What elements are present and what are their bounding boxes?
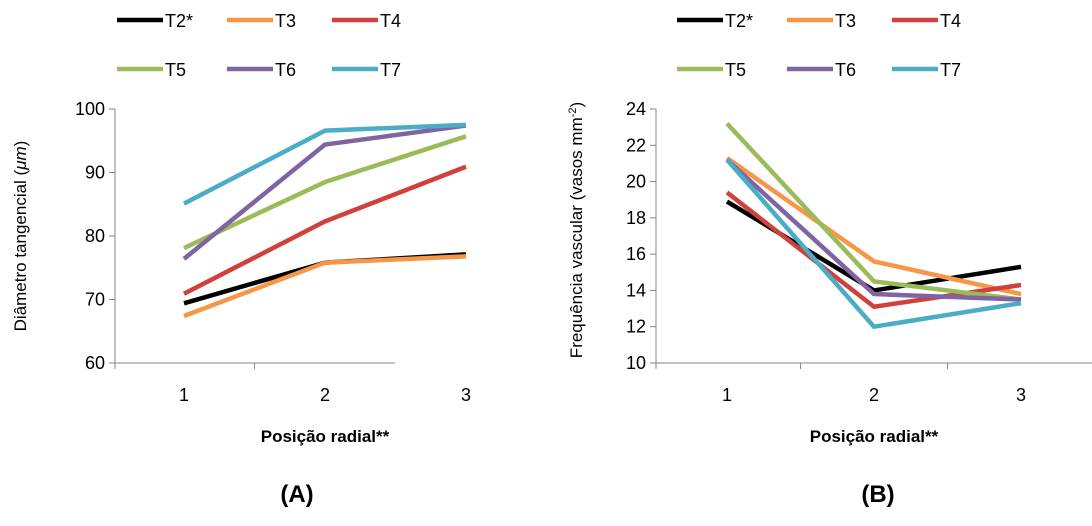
legend-label: T5 bbox=[725, 60, 746, 80]
legend-label: T2* bbox=[725, 11, 753, 31]
x-tick-label: 2 bbox=[869, 385, 879, 405]
y-tick-label: 18 bbox=[626, 208, 646, 228]
legend-label: T3 bbox=[835, 11, 856, 31]
legend: T2* T3 T4 T5 T6 T7 bbox=[677, 11, 961, 80]
y-tick-label: 70 bbox=[85, 290, 105, 310]
y-tick-label: 16 bbox=[626, 244, 646, 264]
x-tick-label: 1 bbox=[722, 385, 732, 405]
legend-label: T4 bbox=[380, 11, 401, 31]
y-axis-title: Frequência vascular (vasos mm-2) bbox=[567, 102, 586, 358]
x-tick-label: 3 bbox=[461, 385, 471, 405]
y-tick-label: 12 bbox=[626, 317, 646, 337]
y-tick-label: 100 bbox=[75, 99, 105, 119]
y-tick-label: 24 bbox=[626, 99, 646, 119]
y-tick-label: 10 bbox=[626, 353, 646, 373]
series-line-t6 bbox=[725, 158, 1022, 302]
x-tick-label: 2 bbox=[320, 385, 330, 405]
series-line-t5 bbox=[725, 121, 1022, 302]
series-line-t2 bbox=[725, 199, 1022, 293]
series-line-t7 bbox=[725, 158, 1022, 329]
x-tick-label: 1 bbox=[179, 385, 189, 405]
legend-label: T7 bbox=[380, 60, 401, 80]
series-line-t7 bbox=[182, 122, 467, 206]
legend-label: T6 bbox=[275, 60, 296, 80]
legend-label: T6 bbox=[835, 60, 856, 80]
y-axis-title: Diâmetro tangencial (μm) bbox=[11, 141, 30, 332]
y-tick-label: 22 bbox=[626, 135, 646, 155]
series-line-t4 bbox=[182, 164, 467, 296]
legend-label: T3 bbox=[275, 11, 296, 31]
panel-label: (B) bbox=[861, 481, 894, 508]
x-tick-label: 3 bbox=[1016, 385, 1026, 405]
legend-label: T5 bbox=[165, 60, 186, 80]
series-line-t5 bbox=[183, 134, 467, 251]
legend-label: T4 bbox=[940, 11, 961, 31]
y-tick-label: 20 bbox=[626, 172, 646, 192]
series-line-t3 bbox=[725, 156, 1022, 297]
y-tick-label: 90 bbox=[85, 163, 105, 183]
series-line-t6 bbox=[182, 123, 467, 261]
legend-label: T2* bbox=[165, 11, 193, 31]
chart-panel-a: 60 70 80 90 100 1 2 3 Posição radial** Diâmetro t… bbox=[11, 11, 471, 508]
panel-label: (A) bbox=[280, 481, 313, 508]
y-tick-label: 14 bbox=[626, 280, 646, 300]
legend-label: T7 bbox=[940, 60, 961, 80]
y-tick-label: 80 bbox=[85, 226, 105, 246]
x-axis-title: Posição radial** bbox=[261, 427, 390, 446]
series-line-t3 bbox=[183, 254, 467, 319]
x-axis-title: Posição radial** bbox=[810, 427, 939, 446]
legend: T2* T3 T4 T5 T6 T7 bbox=[117, 11, 401, 80]
y-tick-label: 60 bbox=[85, 353, 105, 373]
